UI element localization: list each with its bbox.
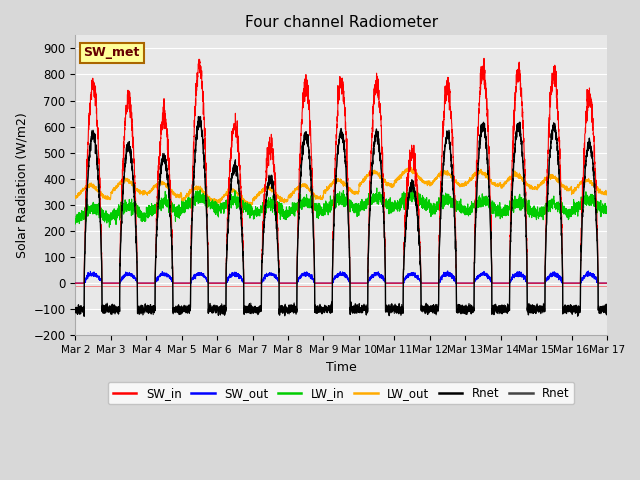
Legend: SW_in, SW_out, LW_in, LW_out, Rnet, Rnet: SW_in, SW_out, LW_in, LW_out, Rnet, Rnet: [108, 382, 574, 404]
X-axis label: Time: Time: [326, 360, 356, 373]
Y-axis label: Solar Radiation (W/m2): Solar Radiation (W/m2): [15, 112, 28, 258]
Text: SW_met: SW_met: [83, 47, 140, 60]
Title: Four channel Radiometer: Four channel Radiometer: [244, 15, 438, 30]
